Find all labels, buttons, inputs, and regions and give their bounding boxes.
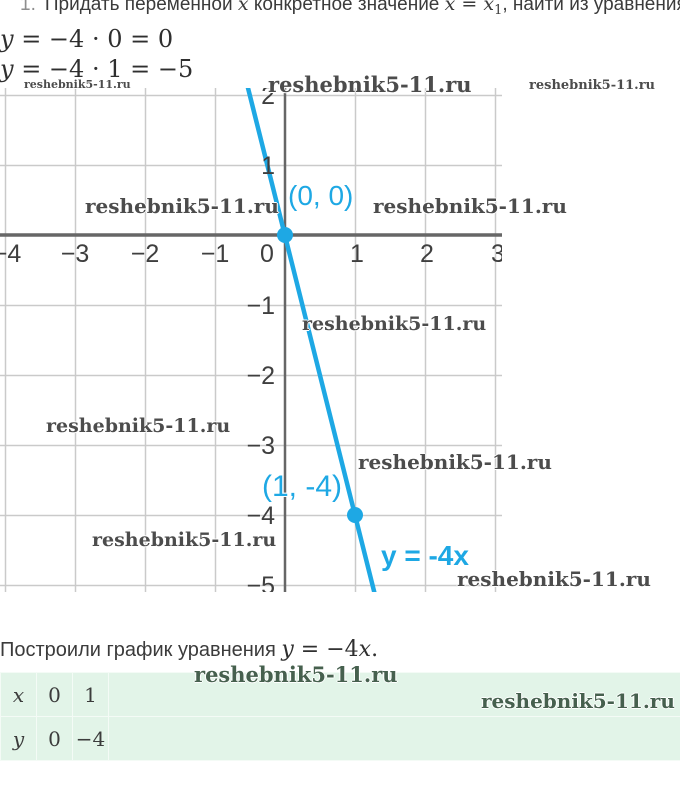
x-tick-label: 2 (420, 240, 434, 268)
watermark: reshebnik5-11.ru (92, 529, 277, 551)
conclusion-text: Построили график уравнения y = −4x. (0, 637, 378, 662)
math-x: x (237, 0, 249, 15)
table-cell-var-x: x (0, 672, 37, 717)
point-coordinates-label: (1, -4) (262, 470, 343, 503)
point-1-minus4 (347, 507, 363, 523)
axis-tick-labels: −4 −3 −2 −1 0 1 2 3 2 1 −1 −2 −3 −4 −5 (0, 88, 502, 592)
table-row-x: x 0 1 (0, 672, 680, 717)
statement-text-2: конкретное значение (248, 0, 445, 15)
statement-text-1: Придать переменной (44, 0, 238, 15)
watermark: reshebnik5-11.ru (457, 567, 651, 591)
watermark: reshebnik5-11.ru (529, 78, 656, 93)
table-cell-var-y: y (0, 716, 37, 761)
y-tick-label: −5 (246, 572, 275, 592)
coordinate-plane: −4 −3 −2 −1 0 1 2 3 2 1 −1 −2 −3 −4 −5 (0, 88, 502, 592)
y-tick-label: −3 (246, 432, 275, 460)
table-cell-x2: 1 (72, 672, 109, 717)
conclusion-math-mid: = −4 (293, 637, 359, 662)
watermark: reshebnik5-11.ru (46, 415, 231, 437)
problem-statement: 1. Придать переменной x конкретное значен… (20, 0, 680, 18)
x-tick-label: −2 (131, 240, 160, 268)
statement-text-3: , найти из уравнения (502, 0, 680, 15)
equation-1-rhs: = −4 · 0 = 0 (13, 25, 174, 53)
watermark: reshebnik5-11.ru (481, 689, 675, 713)
x-tick-label: −1 (201, 240, 230, 268)
watermark: reshebnik5-11.ru (194, 662, 398, 687)
origin-coordinates-label: (0, 0) (288, 180, 354, 211)
watermark: reshebnik5-11.ru (24, 78, 131, 91)
line-equation-label: y = -4x (381, 540, 469, 571)
watermark: reshebnik5-11.ru (358, 450, 552, 474)
conclusion-math-y: y (281, 637, 294, 662)
x-tick-label: −3 (61, 240, 90, 268)
values-table: x 0 1 y 0 −4 (0, 672, 680, 761)
y-tick-label: −2 (246, 362, 275, 390)
x-tick-label: 3 (491, 240, 502, 268)
equation-2-lhs: y (0, 55, 14, 83)
watermark: reshebnik5-11.ru (85, 194, 279, 218)
table-cell-y1: 0 (36, 716, 73, 761)
watermark: reshebnik5-11.ru (302, 313, 487, 335)
watermark: reshebnik5-11.ru (373, 194, 567, 218)
table-cell-x1: 0 (36, 672, 73, 717)
y-tick-label: −1 (246, 292, 275, 320)
math-subscript: 1 (494, 3, 503, 18)
table-cell-empty (108, 716, 680, 761)
equation-2-rhs: = −4 · 1 = −5 (13, 55, 194, 83)
graph-svg: −4 −3 −2 −1 0 1 2 3 2 1 −1 −2 −3 −4 −5 (0, 88, 502, 592)
watermark: reshebnik5-11.ru (268, 72, 472, 97)
equation-line-1: y = −4 · 0 = 0 (0, 25, 173, 53)
x-tick-label: 1 (350, 240, 364, 268)
equation-line-2: y = −4 · 1 = −5 (0, 55, 193, 83)
table-cell-y2: −4 (72, 716, 109, 761)
x-tick-label: 0 (260, 240, 274, 268)
y-tick-label: −4 (246, 502, 275, 530)
conclusion-plain-text: Построили график уравнения (0, 639, 282, 661)
x-tick-label: −4 (0, 240, 21, 268)
origin-point (277, 227, 293, 243)
y-tick-label: 1 (261, 152, 275, 180)
table-row-y: y 0 −4 (0, 716, 680, 761)
item-number: 1. (20, 0, 36, 15)
y-tick-label: 2 (261, 88, 275, 110)
table-cell-empty (108, 672, 680, 717)
conclusion-math-x: x (358, 637, 372, 662)
conclusion-period: . (371, 637, 379, 662)
equation-1-lhs: y (0, 25, 14, 53)
math-x-equals-x: x = x (444, 0, 495, 15)
